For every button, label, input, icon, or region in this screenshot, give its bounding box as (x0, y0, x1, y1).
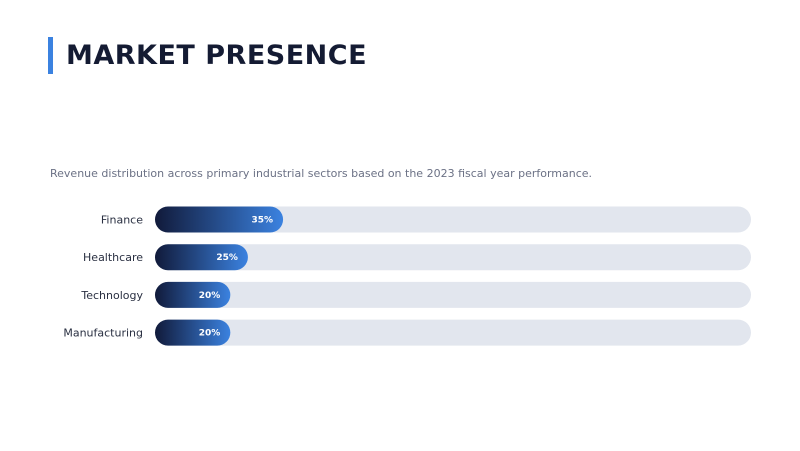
category-label-manufacturing: Manufacturing (63, 327, 143, 340)
category-label-finance: Finance (101, 214, 143, 227)
bar-track-manufacturing (155, 319, 751, 346)
title-accent-bar (48, 37, 53, 74)
bar-finance (155, 206, 284, 233)
page-title: MARKET PRESENCE (66, 40, 368, 71)
value-label-technology: 20% (199, 291, 221, 301)
chart-subtitle: Revenue distribution across primary indu… (50, 167, 593, 180)
bar-track-healthcare (155, 244, 751, 271)
bar-healthcare (155, 244, 248, 271)
bar-technology (155, 281, 231, 308)
bar-track-technology (155, 281, 751, 308)
bar-track-finance (155, 206, 751, 233)
category-label-technology: Technology (80, 289, 143, 302)
value-label-finance: 35% (252, 216, 274, 226)
value-label-manufacturing: 20% (199, 329, 221, 339)
value-label-healthcare: 25% (216, 253, 238, 263)
category-label-healthcare: Healthcare (83, 251, 143, 264)
bar-manufacturing (155, 319, 231, 346)
bar-group: Finance 35% Healthcare 25% Technology 20% Manu… (63, 206, 751, 346)
